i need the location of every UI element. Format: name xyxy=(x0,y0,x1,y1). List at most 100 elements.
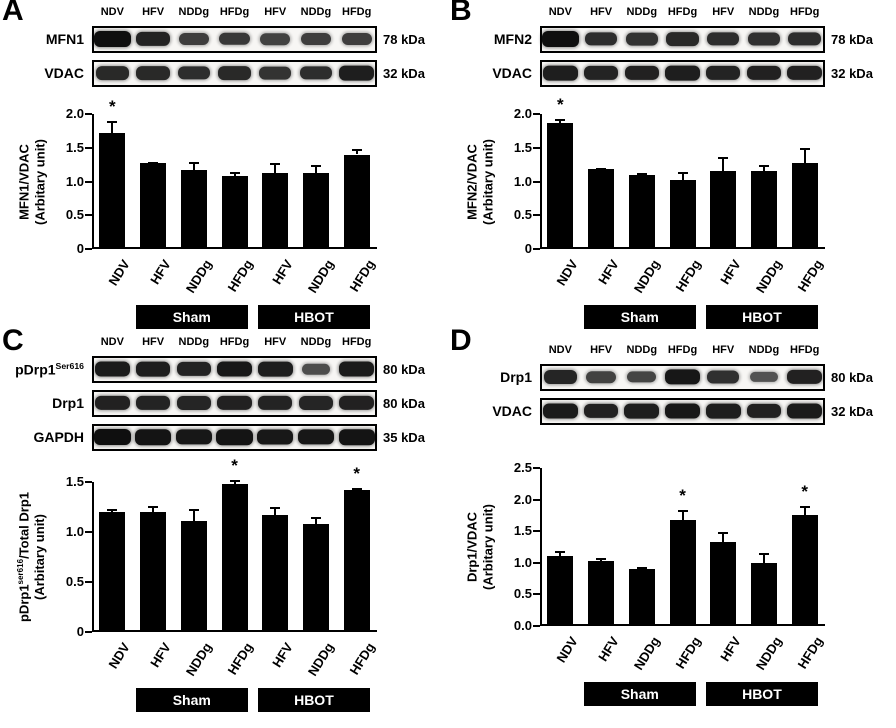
data-bar xyxy=(221,176,248,249)
y-tick-label: 1.0 xyxy=(65,173,84,189)
significance-asterisk: * xyxy=(557,94,564,114)
lane-labels-row: NDV HFV NDDg HFDg HFV NDDg HFDg xyxy=(92,336,377,352)
data-bar xyxy=(99,132,126,249)
bar-chart: Drp1/VDAC (Arbitary unit) 0.0 0.5 1.0 1.5 2.0 2… xyxy=(448,448,896,718)
protein-band xyxy=(136,66,170,80)
error-bar-line xyxy=(111,120,114,133)
data-bar xyxy=(343,154,370,249)
error-bar-line xyxy=(314,164,317,174)
error-bar-cap xyxy=(148,161,159,164)
y-axis-label-line1: MFN2/VDAC xyxy=(464,139,480,225)
protein-band xyxy=(341,33,372,45)
error-bar-cap xyxy=(555,118,566,121)
error-bar-line xyxy=(559,118,562,123)
error-bar xyxy=(148,506,159,512)
y-tick-mark xyxy=(533,530,540,533)
group-label-sham: Sham xyxy=(135,688,248,712)
protein-label-text: MFN2 xyxy=(493,31,532,47)
error-bar xyxy=(351,488,362,490)
molecular-weight-label: 78 kDa xyxy=(831,31,873,47)
error-bar-line xyxy=(559,551,562,557)
significance-asterisk: * xyxy=(109,96,116,116)
error-bar xyxy=(758,164,769,172)
protein-band xyxy=(175,429,212,445)
protein-label-text: Drp1 xyxy=(500,369,532,385)
data-bar xyxy=(221,484,248,632)
protein-band xyxy=(747,32,781,46)
y-tick-label: 0.5 xyxy=(65,574,84,589)
protein-band xyxy=(705,403,741,419)
y-tick-label: 1.0 xyxy=(513,554,532,570)
data-bar xyxy=(547,556,574,626)
error-bar-cap xyxy=(229,480,240,482)
y-tick-mark xyxy=(85,113,92,115)
protein-label: Drp1 xyxy=(0,395,92,411)
protein-band xyxy=(750,371,778,383)
error-bar-cap xyxy=(799,147,810,150)
lane-label: NDDg xyxy=(626,6,658,18)
error-bar xyxy=(351,149,362,155)
group-label-hbot: HBOT xyxy=(705,682,818,706)
panel-letter: D xyxy=(450,324,472,357)
protein-label-text: VDAC xyxy=(44,65,84,81)
blot-section: NDV HFV NDDg HFDg HFV NDDg HFDg pDrp1Ser616 80 k… xyxy=(0,336,448,454)
blot-row: VDAC 32 kDa xyxy=(0,56,448,90)
lane-labels-row: NDV HFV NDDg HFDg HFV NDDg HFDg xyxy=(540,6,825,22)
panel-d: D NDV HFV NDDg HFDg HFV NDDg HFDg Drp1 80 kDa VDAC… xyxy=(448,324,896,728)
error-bar-line xyxy=(192,509,195,521)
data-bar xyxy=(262,515,289,632)
error-bar-cap xyxy=(718,156,729,159)
error-bar-line xyxy=(233,172,236,177)
protein-band xyxy=(543,369,578,385)
group-label-hbot: HBOT xyxy=(257,688,370,712)
error-bar-line xyxy=(803,147,806,163)
panel-a: A NDV HFV NDDg HFDg HFV NDDg HFDg MFN1 78 kDa VDAC… xyxy=(0,0,448,330)
y-axis-label-text: MFN1/VDAC xyxy=(16,143,32,220)
protein-band xyxy=(136,395,171,411)
lane-label: NDDg xyxy=(626,344,658,356)
error-bar-cap xyxy=(555,551,566,554)
lane-label: HFV xyxy=(590,6,613,18)
blot-row: Drp1 80 kDa xyxy=(448,360,896,394)
lane-label: HFDg xyxy=(667,6,698,18)
protein-band xyxy=(216,361,253,377)
error-bar xyxy=(270,507,281,515)
lane-label: HFV xyxy=(264,336,287,348)
lane-label: NDV xyxy=(100,6,124,18)
y-tick-label: 2.0 xyxy=(513,106,532,121)
protein-label: VDAC xyxy=(0,65,92,81)
y-tick-mark xyxy=(85,180,92,183)
error-bar xyxy=(636,566,647,570)
y-tick-label: 0 xyxy=(76,241,84,256)
lane-label: HFV xyxy=(142,336,165,348)
error-bar-cap xyxy=(310,164,321,167)
bar-chart: MFN1/VDAC (Arbitary unit) 0 0.5 1.0 1.5 2.0 * ND… xyxy=(0,94,448,364)
protein-band xyxy=(624,65,659,81)
protein-label-text: VDAC xyxy=(492,65,532,81)
error-bar-cap xyxy=(758,164,769,167)
error-bar xyxy=(718,532,729,542)
protein-band xyxy=(217,66,252,80)
lane-label: HFV xyxy=(590,344,613,356)
western-blot-image xyxy=(92,423,377,451)
panel-letter: C xyxy=(2,324,24,357)
molecular-weight-label: 80 kDa xyxy=(383,361,425,377)
error-bar-line xyxy=(762,553,765,563)
error-bar-cap xyxy=(758,553,769,556)
error-bar-cap xyxy=(799,505,810,508)
protein-band xyxy=(625,32,658,46)
protein-band xyxy=(178,33,209,45)
blot-row: GAPDH 35 kDa xyxy=(0,420,448,454)
bar-chart: pDrp1ser616/Total Drp1 (Arbitary unit) 0 0.… xyxy=(0,456,448,728)
y-tick-label: 2.0 xyxy=(513,491,532,507)
lane-label: NDDg xyxy=(178,6,210,18)
data-bar xyxy=(628,174,655,249)
error-bar xyxy=(270,163,281,174)
y-tick-mark xyxy=(533,498,540,501)
error-bar-cap xyxy=(107,120,118,123)
protein-label: VDAC xyxy=(448,403,540,419)
y-axis-label: pDrp1ser616/Total Drp1 (Arbitary unit) xyxy=(16,492,48,622)
y-tick-label: 1.5 xyxy=(65,139,84,155)
y-tick-mark xyxy=(85,146,92,149)
significance-asterisk: * xyxy=(679,486,686,506)
